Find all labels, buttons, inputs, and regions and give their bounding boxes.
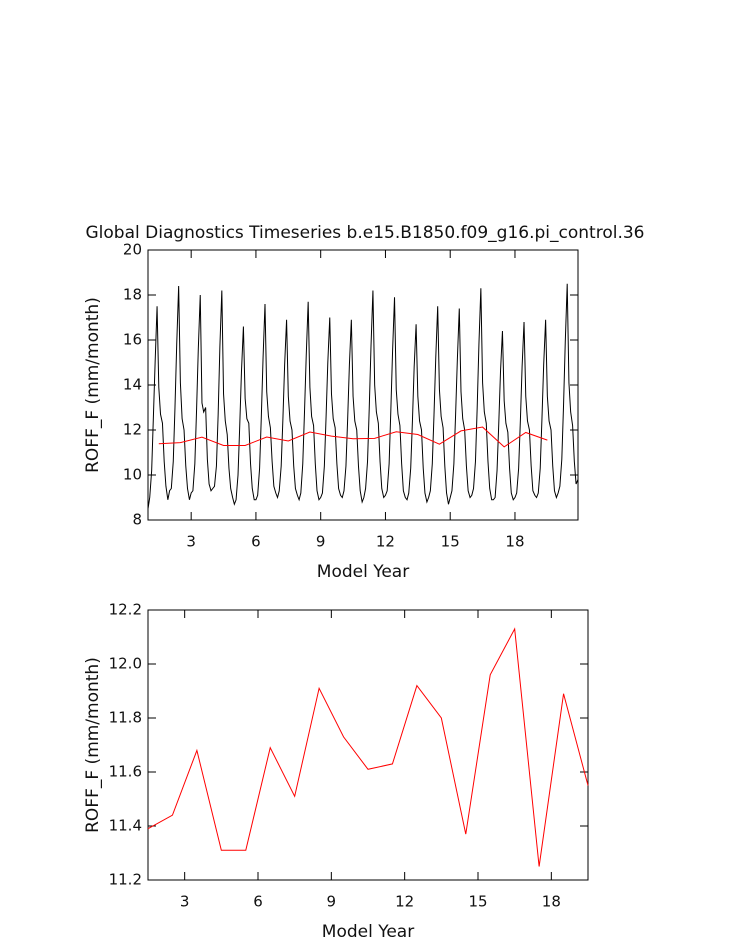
y-tick-label: 12.2 (109, 601, 142, 619)
data-line (147, 627, 589, 867)
x-tick-label: 18 (542, 893, 561, 911)
x-tick-label: 18 (505, 533, 524, 551)
y-tick-label: 12.0 (109, 655, 142, 673)
y-tick-label: 16 (123, 331, 142, 349)
x-tick-label: 9 (316, 533, 326, 551)
y-axis-label: ROFF_F (mm/month) (83, 297, 103, 473)
plot-frame (147, 249, 579, 521)
y-tick-label: 11.2 (109, 871, 142, 889)
y-tick-label: 11.6 (109, 763, 142, 781)
x-tick-label: 3 (180, 893, 190, 911)
x-tick-label: 6 (253, 893, 263, 911)
x-tick-label: 15 (441, 533, 460, 551)
x-tick-label: 12 (395, 893, 414, 911)
plot-frame (147, 609, 589, 881)
chart-title: Global Diagnostics Timeseries b.e15.B185… (86, 223, 645, 243)
x-tick-label: 15 (468, 893, 487, 911)
data-line (147, 283, 579, 509)
y-tick-label: 11.8 (109, 709, 142, 727)
y-tick-label: 12 (123, 421, 142, 439)
y-tick-label: 20 (123, 241, 142, 259)
y-tick-label: 10 (123, 466, 142, 484)
y-tick-label: 14 (123, 376, 142, 394)
data-line (158, 426, 548, 448)
x-tick-label: 6 (251, 533, 261, 551)
x-axis-label: Model Year (322, 922, 414, 942)
x-tick-label: 3 (186, 533, 196, 551)
y-tick-label: 11.4 (109, 817, 142, 835)
x-tick-label: 9 (327, 893, 337, 911)
y-tick-label: 18 (123, 286, 142, 304)
y-axis-label: ROFF_F (mm/month) (83, 657, 103, 833)
x-tick-label: 12 (376, 533, 395, 551)
x-axis-label: Model Year (317, 562, 409, 582)
y-tick-label: 8 (132, 511, 142, 529)
